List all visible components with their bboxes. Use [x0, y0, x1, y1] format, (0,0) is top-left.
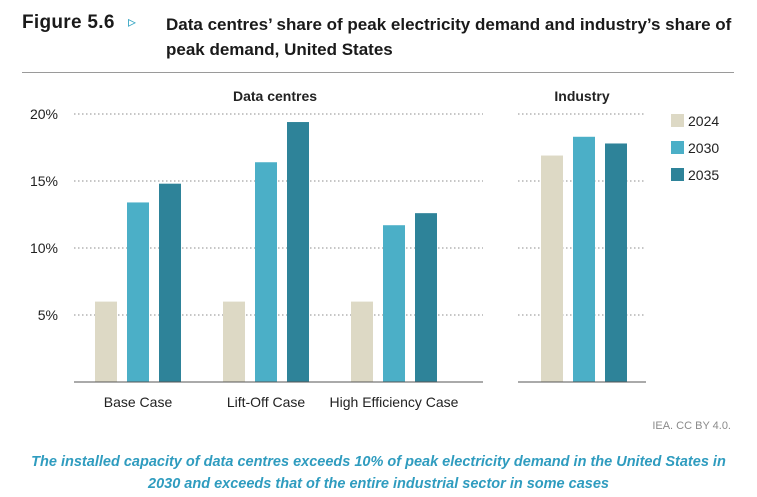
- title-divider: [22, 72, 734, 73]
- bar-industry-2024: [541, 155, 563, 382]
- legend-label-2024: 2024: [688, 113, 719, 129]
- legend-swatch-2024: [671, 114, 684, 127]
- y-tick-label: 10%: [30, 240, 58, 256]
- figure-title: Data centres’ share of peak electricity …: [166, 15, 732, 59]
- bar-industry-2030: [573, 136, 595, 382]
- bar-high-efficiency-case-2035: [415, 213, 437, 382]
- legend-swatch-2035: [671, 168, 684, 181]
- source-note: IEA. CC BY 4.0.: [652, 420, 731, 432]
- legend-label-2035: 2035: [688, 167, 719, 183]
- y-tick-label: 20%: [30, 106, 58, 122]
- x-tick-label: High Efficiency Case: [330, 394, 459, 410]
- figure-label: Figure 5.6: [22, 12, 115, 33]
- bar-base-case-2024: [95, 301, 117, 382]
- panel-title: Industry: [554, 88, 609, 104]
- legend-swatch-2030: [671, 141, 684, 154]
- bar-base-case-2030: [127, 202, 149, 382]
- figure-arrow-icon: ▹: [128, 14, 137, 31]
- x-tick-label: Lift-Off Case: [227, 394, 306, 410]
- bar-lift-off-case-2035: [287, 122, 309, 382]
- bar-industry-2035: [605, 143, 627, 382]
- bar-base-case-2035: [159, 183, 181, 382]
- bar-lift-off-case-2024: [223, 301, 245, 382]
- bar-lift-off-case-2030: [255, 162, 277, 382]
- chart: 5% 10% 15% 20% Data centres Base Case Lift-Off…: [30, 88, 719, 410]
- chart-caption: The installed capacity of data centres e…: [31, 454, 726, 492]
- y-tick-label: 5%: [38, 307, 58, 323]
- bar-high-efficiency-case-2024: [351, 301, 373, 382]
- bar-high-efficiency-case-2030: [383, 225, 405, 382]
- legend-label-2030: 2030: [688, 140, 719, 156]
- x-tick-label: Base Case: [104, 394, 173, 410]
- panel-title: Data centres: [233, 88, 317, 104]
- y-tick-label: 15%: [30, 173, 58, 189]
